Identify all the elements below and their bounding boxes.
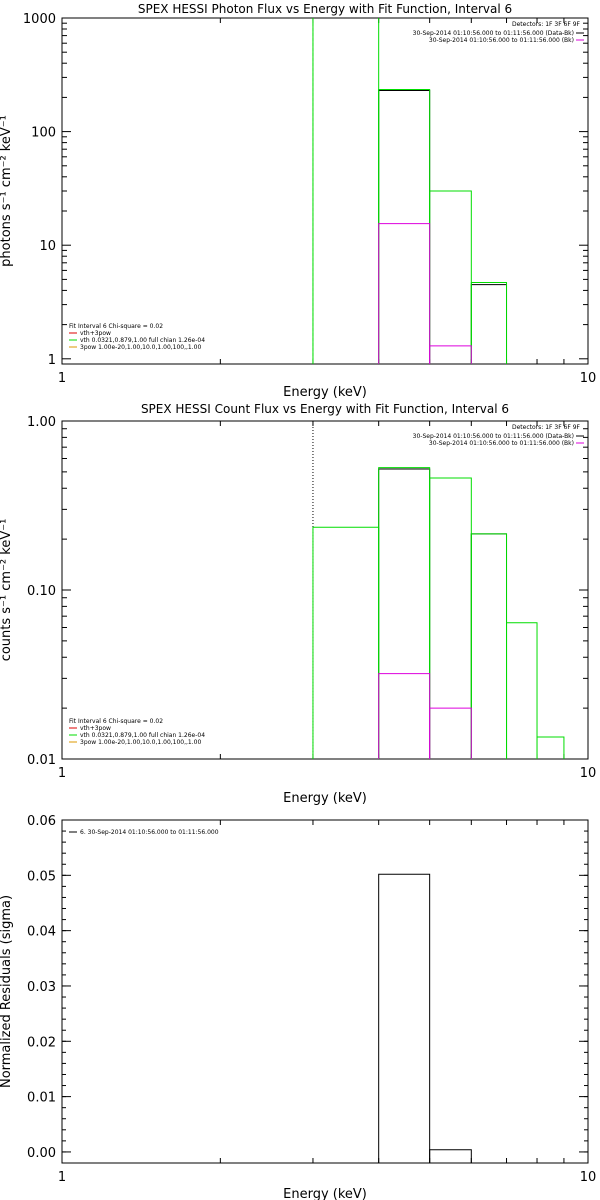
plot-frame <box>61 819 589 1164</box>
series-1-bin-1 <box>378 873 431 1163</box>
legend-left-label: vth+3pow <box>80 725 111 732</box>
y-tick-label: 0.04 <box>27 925 56 940</box>
legend-fit-header: Fit Interval 6 Chi-square = 0.02 <box>69 323 163 330</box>
legend-left-label: vth 0.0321,0.879,1.00 full chian 1.26e-0… <box>80 337 205 344</box>
y-axis-label: counts s⁻¹ cm⁻² keV⁻¹ <box>0 519 14 662</box>
series-3-bin-2 <box>429 707 472 759</box>
x-axis-label: Energy (keV) <box>283 791 367 806</box>
series-3-bin-2 <box>429 345 472 364</box>
series-1-bin-2 <box>470 533 508 759</box>
chart-panel-1: SPEX HESSI Photon Flux vs Energy with Fi… <box>0 2 596 400</box>
x-tick-label: 1 <box>58 766 66 781</box>
y-tick-label: 1.00 <box>27 415 56 430</box>
legend-right-label: 30-Sep-2014 01:10:56.000 to 01:11:56.000… <box>413 433 574 440</box>
plot-area <box>312 421 565 759</box>
y-tick-label: 0.01 <box>27 753 56 768</box>
y-axis-label: photons s⁻¹ cm⁻² keV⁻¹ <box>0 115 14 267</box>
series-2-bin-2 <box>378 467 431 759</box>
series-2-bin-3 <box>429 477 472 759</box>
x-tick-label: 10 <box>580 371 597 386</box>
y-tick-label: 100 <box>31 126 56 141</box>
series-1-bin-2 <box>470 284 508 364</box>
y-axis-label: Normalized Residuals (sigma) <box>0 895 14 1088</box>
series-2-bin-1 <box>312 526 380 759</box>
y-tick-label: 0.02 <box>27 1035 56 1050</box>
x-tick-label: 1 <box>58 1170 66 1185</box>
legend-right-label: 30-Sep-2014 01:10:56.000 to 01:11:56.000… <box>413 30 574 37</box>
series-2-bin-1 <box>312 18 380 364</box>
y-tick-label: 10 <box>39 239 56 254</box>
y-tick-label: 0.05 <box>27 869 56 884</box>
series-1-bin-1 <box>378 468 431 759</box>
y-tick-label: 1000 <box>23 12 56 27</box>
plot-area <box>378 873 472 1163</box>
legend-fit-header: Fit Interval 6 Chi-square = 0.02 <box>69 718 163 725</box>
x-tick-label: 10 <box>580 766 597 781</box>
legend-right-label: 30-Sep-2014 01:10:56.000 to 01:11:56.000… <box>429 440 574 447</box>
legend-left-label: 3pow 1.00e-20,1.00,10.0,1.00,100,,1.00 <box>80 344 201 351</box>
plot-frame <box>61 17 589 365</box>
legend-detectors: Detectors: 1F 3F 6F 9F <box>512 424 581 431</box>
x-axis-label: Energy (keV) <box>283 1187 367 1200</box>
series-2-bin-2 <box>378 88 431 364</box>
chart-panel-3: 1 10 0.00 0.01 0.02 0.03 0.04 0.05 0.06 Energy (k… <box>0 814 596 1200</box>
y-tick-label: 0.01 <box>27 1091 56 1106</box>
legend-left-label: vth+3pow <box>80 330 111 337</box>
legend-detectors: Detectors: 1F 3F 6F 9F <box>512 21 581 28</box>
series-3-bin-1 <box>378 223 431 364</box>
series-2-bin-4 <box>470 281 508 364</box>
legend-left-label: vth 0.0321,0.879,1.00 full chian 1.26e-0… <box>80 732 205 739</box>
y-tick-label: 0.00 <box>27 1146 56 1161</box>
y-tick-label: 0.03 <box>27 980 56 995</box>
series-2-bin-4 <box>470 533 508 759</box>
series-2-bin-3 <box>429 190 472 364</box>
chart-panel-2: SPEX HESSI Count Flux vs Energy with Fit… <box>0 402 596 806</box>
x-axis-label: Energy (keV) <box>283 385 367 400</box>
plot-frame <box>61 420 589 760</box>
series-1-bin-2 <box>429 1149 472 1163</box>
chart-title: SPEX HESSI Photon Flux vs Energy with Fi… <box>138 2 512 16</box>
series-2-bin-5 <box>506 622 538 759</box>
y-tick-label: 1 <box>48 353 56 368</box>
x-tick-label: 10 <box>580 1170 597 1185</box>
y-tick-label: 0.06 <box>27 814 56 829</box>
legend-right-label: 30-Sep-2014 01:10:56.000 to 01:11:56.000… <box>429 37 574 44</box>
chart-title: SPEX HESSI Count Flux vs Energy with Fit… <box>141 402 509 416</box>
legend-left-label: 6. 30-Sep-2014 01:10:56.000 to 01:11:56.… <box>80 829 219 836</box>
plot-area <box>312 18 508 364</box>
series-1-bin-1 <box>378 90 431 364</box>
x-tick-label: 1 <box>58 371 66 386</box>
legend-left-label: 3pow 1.00e-20,1.00,10.0,1.00,100,,1.00 <box>80 739 201 746</box>
series-3-bin-1 <box>378 673 431 759</box>
y-tick-label: 0.10 <box>27 584 56 599</box>
series-2-bin-6 <box>536 736 565 759</box>
